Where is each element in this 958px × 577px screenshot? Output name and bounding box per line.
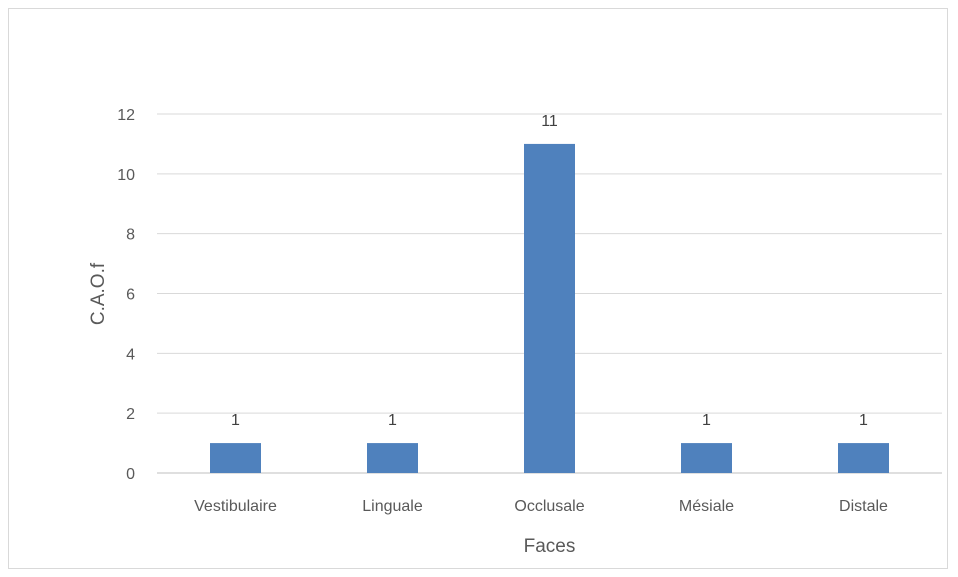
bar-1 (367, 443, 418, 473)
data-label: 11 (541, 113, 558, 130)
data-label: 1 (388, 412, 397, 429)
x-tick-label: Vestibulaire (194, 498, 277, 515)
y-tick-labels: 0 2 4 6 8 10 12 (117, 107, 135, 483)
data-label: 1 (859, 412, 868, 429)
x-tick-label: Occlusale (514, 498, 584, 515)
y-axis-title: C.A.O.f (88, 262, 109, 325)
x-tick-label: Distale (839, 498, 888, 515)
bar-2 (524, 143, 575, 473)
y-tick-label: 6 (126, 287, 135, 304)
chart-frame (8, 8, 948, 569)
y-tick-label: 0 (126, 466, 135, 483)
x-axis-title: Faces (524, 536, 576, 557)
y-tick-label: 10 (117, 167, 135, 184)
bar-3 (681, 443, 732, 473)
bar-0 (210, 443, 261, 473)
x-tick-labels: Vestibulaire Linguale Occlusale Mésiale Dist… (194, 498, 888, 515)
data-label: 1 (231, 412, 240, 429)
x-tick-label: Mésiale (679, 498, 734, 515)
y-tick-label: 8 (126, 227, 135, 244)
bars (210, 143, 889, 473)
data-label: 1 (702, 412, 711, 429)
y-tick-label: 4 (126, 346, 135, 363)
y-tick-label: 2 (126, 406, 135, 423)
y-tick-label: 12 (117, 107, 135, 124)
x-tick-label: Linguale (362, 498, 423, 515)
bar-4 (838, 443, 889, 473)
